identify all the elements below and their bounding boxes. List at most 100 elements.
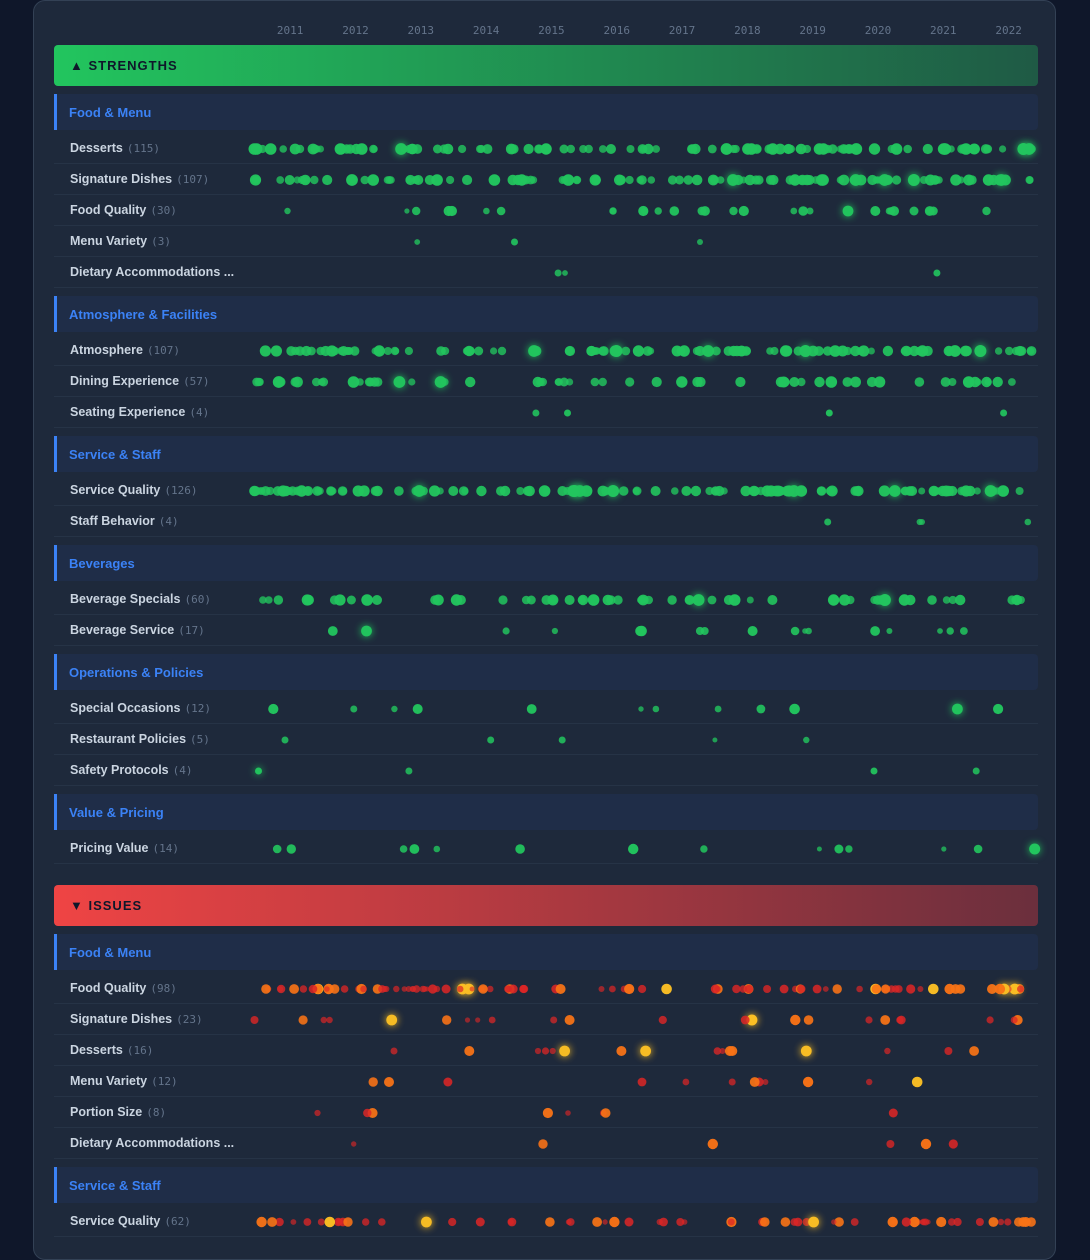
mention-dot[interactable] [310,175,319,185]
mention-dot[interactable] [270,345,282,357]
mention-dot[interactable] [994,347,1003,355]
mention-dot[interactable] [559,1045,570,1057]
mention-dot[interactable] [324,1216,336,1228]
mention-dot[interactable] [743,347,751,355]
mention-dot[interactable] [591,175,601,185]
mention-dot[interactable] [316,346,326,356]
mention-dot[interactable] [647,347,655,355]
mention-dot[interactable] [456,985,464,993]
mention-dot[interactable] [903,144,912,154]
mention-dot[interactable] [1000,409,1008,417]
mention-dot[interactable] [661,983,672,995]
mention-dot[interactable] [526,704,537,714]
mention-dot[interactable] [330,346,340,356]
mention-dot[interactable] [754,145,762,153]
mention-dot[interactable] [884,175,893,185]
mention-dot[interactable] [742,143,754,155]
mention-dot[interactable] [650,486,661,496]
mention-dot[interactable] [667,595,677,605]
mention-dot[interactable] [950,174,962,186]
mention-dot[interactable] [326,1016,333,1024]
mention-dot[interactable] [835,347,843,355]
mention-dot[interactable] [915,346,925,356]
mention-dot[interactable] [986,1016,994,1024]
mention-dot[interactable] [558,736,566,744]
mention-dot[interactable] [502,627,510,635]
mention-dot[interactable] [635,625,646,637]
mention-dot[interactable] [249,174,262,186]
mention-dot[interactable] [378,1218,386,1226]
mention-dot[interactable] [547,594,559,606]
mention-dot[interactable] [981,376,992,388]
mention-dot[interactable] [946,627,954,635]
mention-dot[interactable] [825,409,833,417]
mention-dot[interactable] [277,986,284,992]
mention-dot[interactable] [284,207,291,215]
mention-dot[interactable] [800,1045,812,1057]
mention-dot[interactable] [992,376,1003,388]
mention-dot[interactable] [390,1047,398,1055]
mention-dot[interactable] [261,984,271,994]
mention-dot[interactable] [363,1108,372,1118]
mention-dot[interactable] [778,376,790,388]
mention-dot[interactable] [308,984,318,994]
mention-dot[interactable] [266,486,275,496]
mention-dot[interactable] [439,144,449,154]
mention-dot[interactable] [906,984,916,994]
mention-dot[interactable] [505,985,512,993]
mention-dot[interactable] [590,347,599,355]
mention-dot[interactable] [746,1014,758,1026]
mention-dot[interactable] [796,175,806,185]
mention-dot[interactable] [959,143,970,155]
mention-dot[interactable] [739,985,747,993]
mention-dot[interactable] [443,1077,453,1087]
mention-dot[interactable] [618,486,629,496]
mention-dot[interactable] [892,175,902,185]
mention-dot[interactable] [433,144,442,154]
mention-dot[interactable] [919,519,925,525]
mention-dot[interactable] [327,626,338,636]
mention-dot[interactable] [613,595,623,605]
mention-dot[interactable] [526,175,536,185]
mention-dot[interactable] [975,1218,984,1226]
mention-dot[interactable] [393,376,406,388]
mention-dot[interactable] [789,703,800,715]
mention-dot[interactable] [918,487,926,495]
mention-dot[interactable] [268,703,279,715]
mention-dot[interactable] [993,703,1004,715]
mention-dot[interactable] [626,145,635,153]
mention-dot[interactable] [497,346,507,356]
mention-dot[interactable] [950,984,961,994]
mention-dot[interactable] [803,736,810,744]
mention-dot[interactable] [446,205,457,217]
mention-dot[interactable] [508,984,518,994]
mention-dot[interactable] [1016,346,1027,356]
mention-dot[interactable] [1008,378,1016,386]
mention-dot[interactable] [477,144,486,154]
mention-dot[interactable] [836,145,844,153]
mention-dot[interactable] [858,345,870,357]
mention-dot[interactable] [507,144,517,154]
mention-dot[interactable] [707,595,717,605]
mention-dot[interactable] [1010,1016,1018,1024]
mention-dot[interactable] [408,378,416,386]
mention-dot[interactable] [523,143,534,155]
mention-dot[interactable] [550,1016,558,1024]
mention-dot[interactable] [804,175,815,185]
mention-dot[interactable] [866,1078,873,1086]
mention-dot[interactable] [751,175,761,185]
mention-dot[interactable] [343,1217,353,1227]
mention-dot[interactable] [764,144,774,154]
mention-dot[interactable] [720,143,733,155]
mention-dot[interactable] [886,1140,895,1148]
mention-dot[interactable] [580,485,593,497]
mention-dot[interactable] [412,704,423,714]
mention-dot[interactable] [901,1217,911,1227]
mention-dot[interactable] [788,175,798,185]
mention-dot[interactable] [780,1217,791,1227]
mention-dot[interactable] [775,486,784,496]
mention-dot[interactable] [779,345,792,357]
mention-dot[interactable] [383,347,392,355]
mention-dot[interactable] [982,174,995,186]
mention-dot[interactable] [609,1216,620,1228]
